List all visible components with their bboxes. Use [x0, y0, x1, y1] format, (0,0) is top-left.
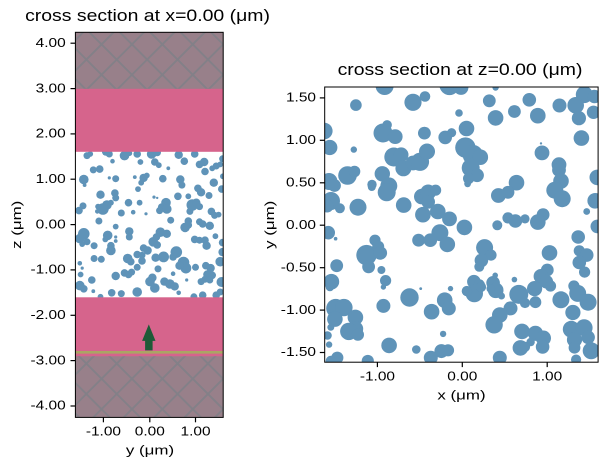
svg-text:0.00: 0.00 [135, 425, 165, 440]
svg-text:2.00: 2.00 [36, 127, 66, 142]
svg-text:y (μm): y (μm) [263, 201, 278, 249]
svg-text:1.00: 1.00 [180, 425, 210, 440]
svg-text:0.00: 0.00 [447, 369, 477, 384]
svg-text:1.00: 1.00 [532, 369, 562, 384]
svg-text:0.00: 0.00 [36, 217, 66, 232]
svg-text:-1.00: -1.00 [86, 425, 121, 440]
svg-text:-0.50: -0.50 [281, 260, 316, 275]
svg-text:4.00: 4.00 [36, 36, 66, 51]
svg-text:-1.00: -1.00 [281, 303, 316, 318]
svg-text:-2.00: -2.00 [31, 308, 66, 323]
svg-text:y (μm): y (μm) [126, 443, 174, 458]
svg-text:-1.00: -1.00 [360, 369, 395, 384]
svg-text:-3.00: -3.00 [31, 353, 66, 368]
svg-text:z (μm): z (μm) [10, 201, 25, 249]
svg-text:3.00: 3.00 [36, 81, 66, 96]
svg-text:1.00: 1.00 [286, 133, 316, 148]
svg-text:0.50: 0.50 [286, 175, 316, 190]
svg-text:cross section at x=0.00 (μm): cross section at x=0.00 (μm) [25, 7, 270, 25]
svg-text:x (μm): x (μm) [437, 388, 485, 403]
svg-text:-1.00: -1.00 [31, 263, 66, 278]
svg-text:cross section at z=0.00 (μm): cross section at z=0.00 (μm) [338, 61, 583, 79]
svg-text:0.00: 0.00 [286, 218, 316, 233]
svg-text:1.00: 1.00 [36, 172, 66, 187]
svg-text:-1.50: -1.50 [281, 345, 316, 360]
svg-text:1.50: 1.50 [286, 91, 316, 106]
svg-text:-4.00: -4.00 [31, 399, 66, 414]
